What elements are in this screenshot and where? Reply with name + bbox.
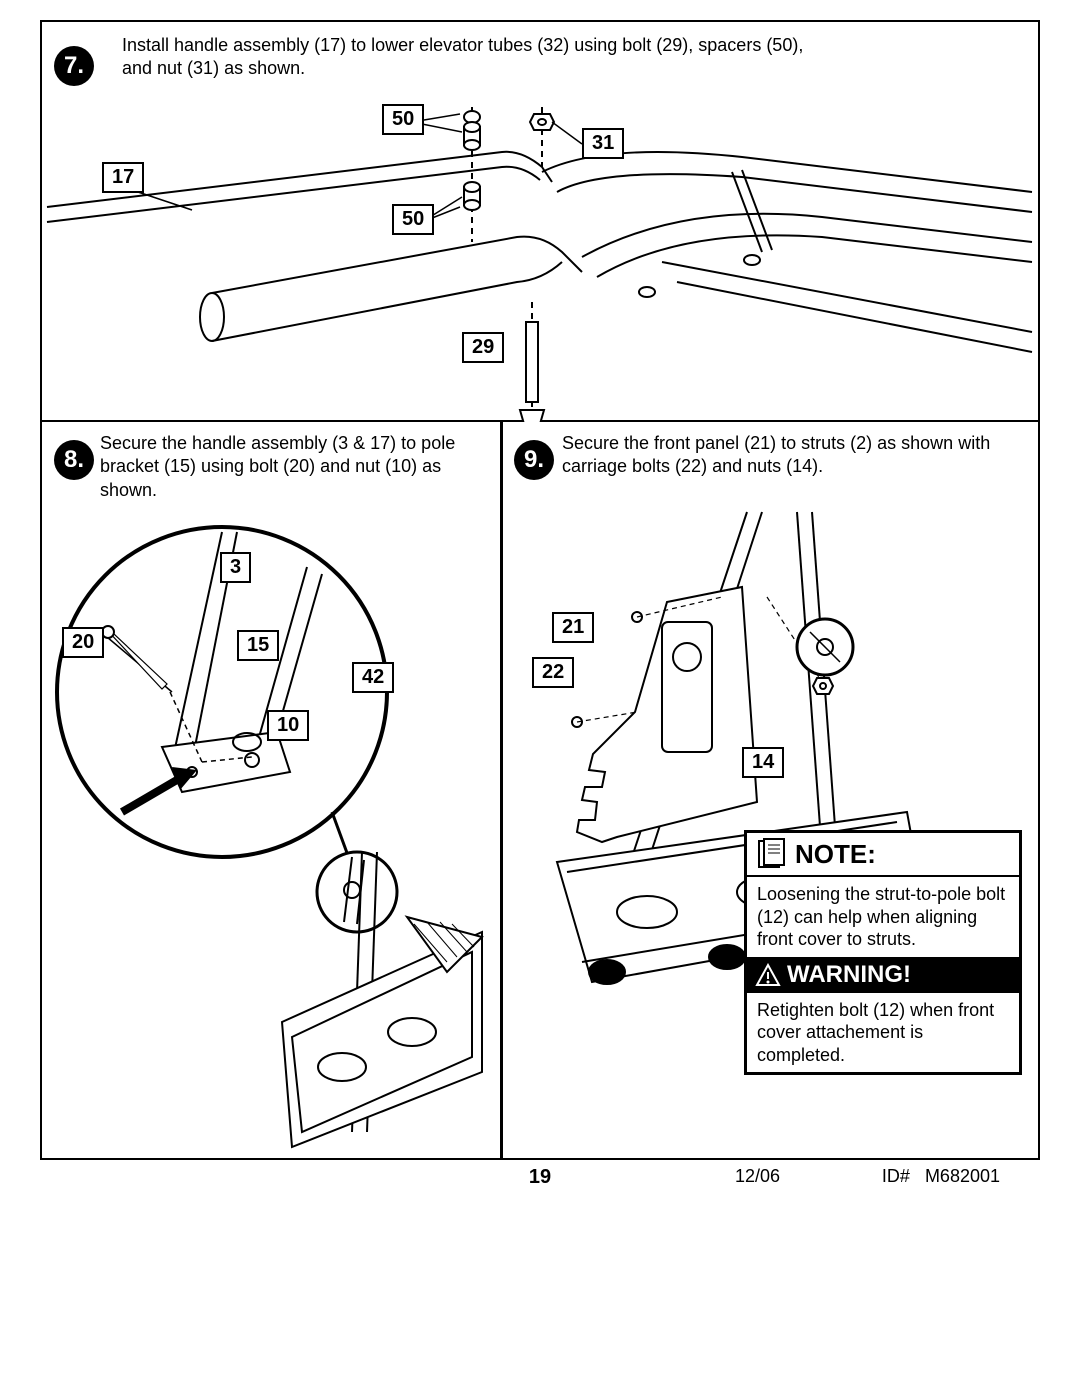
part-label-50a: 50 (382, 104, 424, 135)
content-frame: 7. Install handle assembly (17) to lower… (40, 20, 1040, 1160)
part-label-31: 31 (582, 128, 624, 159)
step-8-bullet: 8. (54, 440, 94, 480)
manual-page: 7. Install handle assembly (17) to lower… (0, 0, 1080, 1397)
part-label-42: 42 (352, 662, 394, 693)
step-9-text: Secure the front panel (21) to struts (2… (562, 432, 1012, 479)
step-9-bullet: 9. (514, 440, 554, 480)
footer-id: ID# M682001 (882, 1166, 1000, 1187)
part-label-20: 20 (62, 627, 104, 658)
vertical-divider (500, 422, 503, 1159)
part-label-17: 17 (102, 162, 144, 193)
part-label-50b: 50 (392, 204, 434, 235)
footer-id-value: M682001 (925, 1166, 1000, 1186)
footer-date: 12/06 (735, 1166, 780, 1187)
bottom-row: 8. Secure the handle assembly (3 & 17) t… (42, 422, 1038, 1159)
part-label-3: 3 (220, 552, 251, 583)
page-number: 19 (529, 1166, 551, 1189)
note-body: Loosening the strut-to-pole bolt (12) ca… (747, 877, 1019, 957)
note-header: NOTE: (747, 833, 1019, 877)
note-title: NOTE: (795, 839, 876, 870)
step-7-panel: 7. Install handle assembly (17) to lower… (42, 22, 1038, 422)
warning-icon (755, 963, 781, 987)
note-warning-box: NOTE: Loosening the strut-to-pole bolt (… (744, 830, 1022, 1075)
step-7-diagram (42, 72, 1038, 422)
warning-body: Retighten bolt (12) when front cover att… (747, 993, 1019, 1073)
step-8-diagram (52, 492, 492, 1152)
footer-id-label: ID# (882, 1166, 910, 1186)
part-label-21: 21 (552, 612, 594, 643)
part-label-22: 22 (532, 657, 574, 688)
note-icon (755, 837, 789, 871)
warning-header: WARNING! (747, 957, 1019, 993)
part-label-29: 29 (462, 332, 504, 363)
warning-title: WARNING! (787, 961, 911, 989)
part-label-14: 14 (742, 747, 784, 778)
part-label-15: 15 (237, 630, 279, 661)
part-label-10: 10 (267, 710, 309, 741)
